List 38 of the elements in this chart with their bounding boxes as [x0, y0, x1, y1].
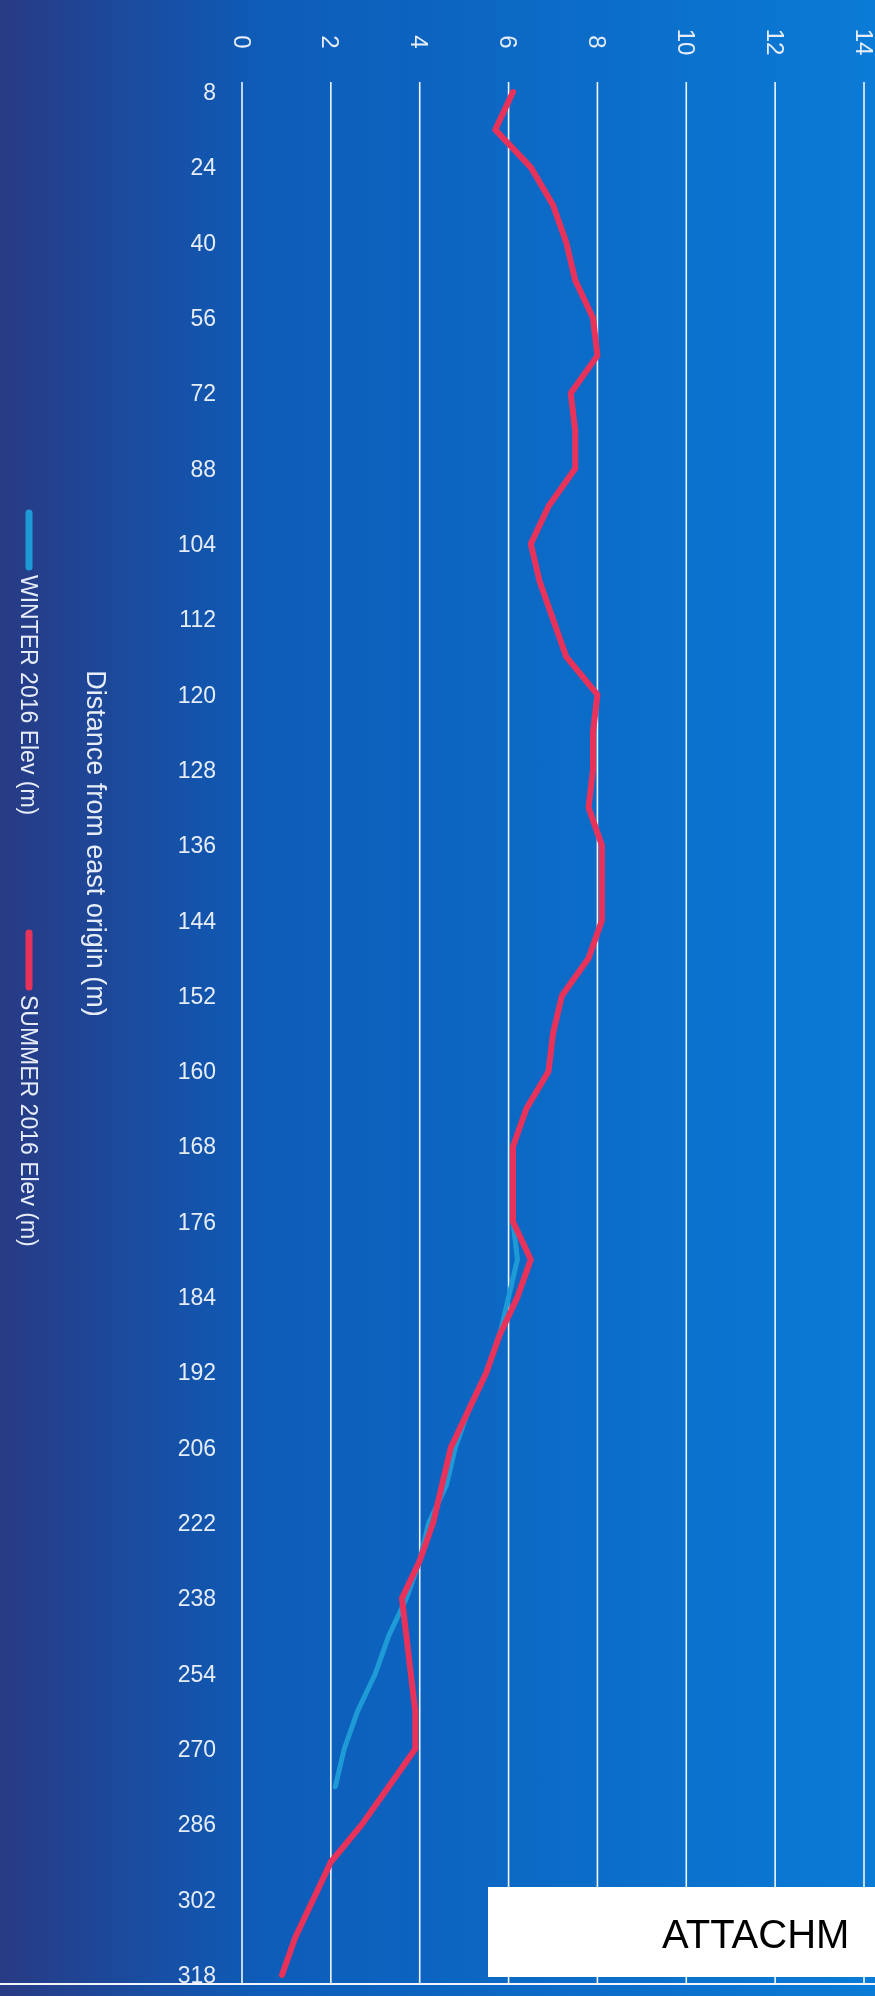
- y-tick-label: 24: [190, 154, 217, 181]
- x-tick-label: 12: [761, 28, 789, 56]
- legend-label: WINTER 2016 Elev (m): [16, 575, 42, 816]
- x-tick-label: 10: [672, 28, 700, 56]
- y-tick-label: 56: [190, 304, 216, 331]
- y-tick-label: 72: [190, 380, 216, 407]
- y-tick-label: 160: [177, 1058, 216, 1085]
- y-tick-label: 192: [177, 1359, 216, 1386]
- y-tick-label: 128: [177, 756, 216, 783]
- y-tick-label: 152: [177, 982, 216, 1009]
- y-tick-label: 206: [177, 1434, 216, 1461]
- y-tick-label: 286: [177, 1811, 216, 1838]
- y-tick-label: 176: [177, 1208, 216, 1235]
- x-tick-label: 6: [495, 35, 523, 49]
- y-tick-label: 302: [177, 1886, 216, 1913]
- y-tick-label: 270: [177, 1736, 216, 1763]
- y-tick-label: 104: [177, 530, 217, 557]
- y-tick-label: 168: [177, 1133, 216, 1160]
- y-tick-label: 40: [190, 229, 216, 256]
- y-tick-label: 254: [177, 1660, 217, 1687]
- y-axis-title: Distance from east origin (m): [81, 670, 111, 1017]
- y-tick-label: 184: [177, 1284, 217, 1311]
- annotation: ATTACHM: [662, 1912, 850, 1956]
- y-tick-label: 8: [203, 79, 216, 105]
- x-tick-label: 2: [317, 35, 345, 49]
- y-tick-label: 136: [177, 832, 216, 859]
- x-tick-label: 4: [406, 35, 434, 49]
- y-tick-label: 120: [177, 681, 216, 708]
- y-tick-label: 318: [177, 1962, 216, 1988]
- y-tick-label: 112: [179, 606, 216, 633]
- x-tick-label: 8: [583, 35, 611, 49]
- y-tick-label: 144: [177, 907, 217, 934]
- x-tick-label: 0: [228, 35, 256, 49]
- y-tick-label: 238: [177, 1585, 216, 1612]
- y-tick-label: 88: [190, 455, 216, 482]
- y-tick-label: 222: [177, 1510, 216, 1537]
- x-tick-label: 14: [850, 28, 875, 56]
- legend-label: SUMMER 2016 Elev (m): [16, 995, 42, 1247]
